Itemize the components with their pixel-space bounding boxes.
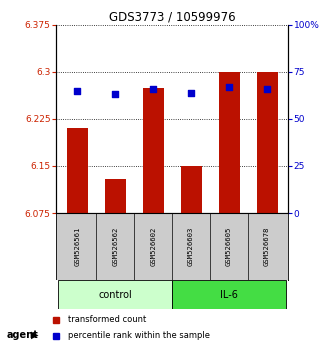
Point	[74, 88, 80, 93]
Bar	[181, 166, 202, 213]
Text: control: control	[98, 290, 132, 299]
Bar	[257, 72, 277, 213]
Text: agent: agent	[7, 330, 38, 339]
Text: GSM526561: GSM526561	[74, 227, 80, 266]
Text: percentile rank within the sample: percentile rank within the sample	[68, 331, 210, 340]
Bar	[172, 280, 286, 309]
Bar	[143, 87, 164, 213]
Text: ▶: ▶	[31, 330, 39, 339]
Point	[264, 86, 270, 92]
Text: GSM526562: GSM526562	[112, 227, 118, 266]
Title: GDS3773 / 10599976: GDS3773 / 10599976	[109, 11, 235, 24]
Bar	[67, 128, 88, 213]
Text: GSM526678: GSM526678	[264, 227, 270, 266]
Text: GSM526602: GSM526602	[150, 227, 156, 266]
Text: transformed count: transformed count	[68, 315, 146, 324]
Point	[188, 90, 194, 95]
Point	[113, 92, 118, 97]
Point	[226, 84, 232, 90]
Text: GSM526605: GSM526605	[226, 227, 232, 266]
Text: GSM526603: GSM526603	[188, 227, 194, 266]
Bar	[219, 72, 240, 213]
Bar	[105, 178, 125, 213]
Point	[151, 86, 156, 92]
Bar	[58, 280, 172, 309]
Text: IL-6: IL-6	[220, 290, 238, 299]
